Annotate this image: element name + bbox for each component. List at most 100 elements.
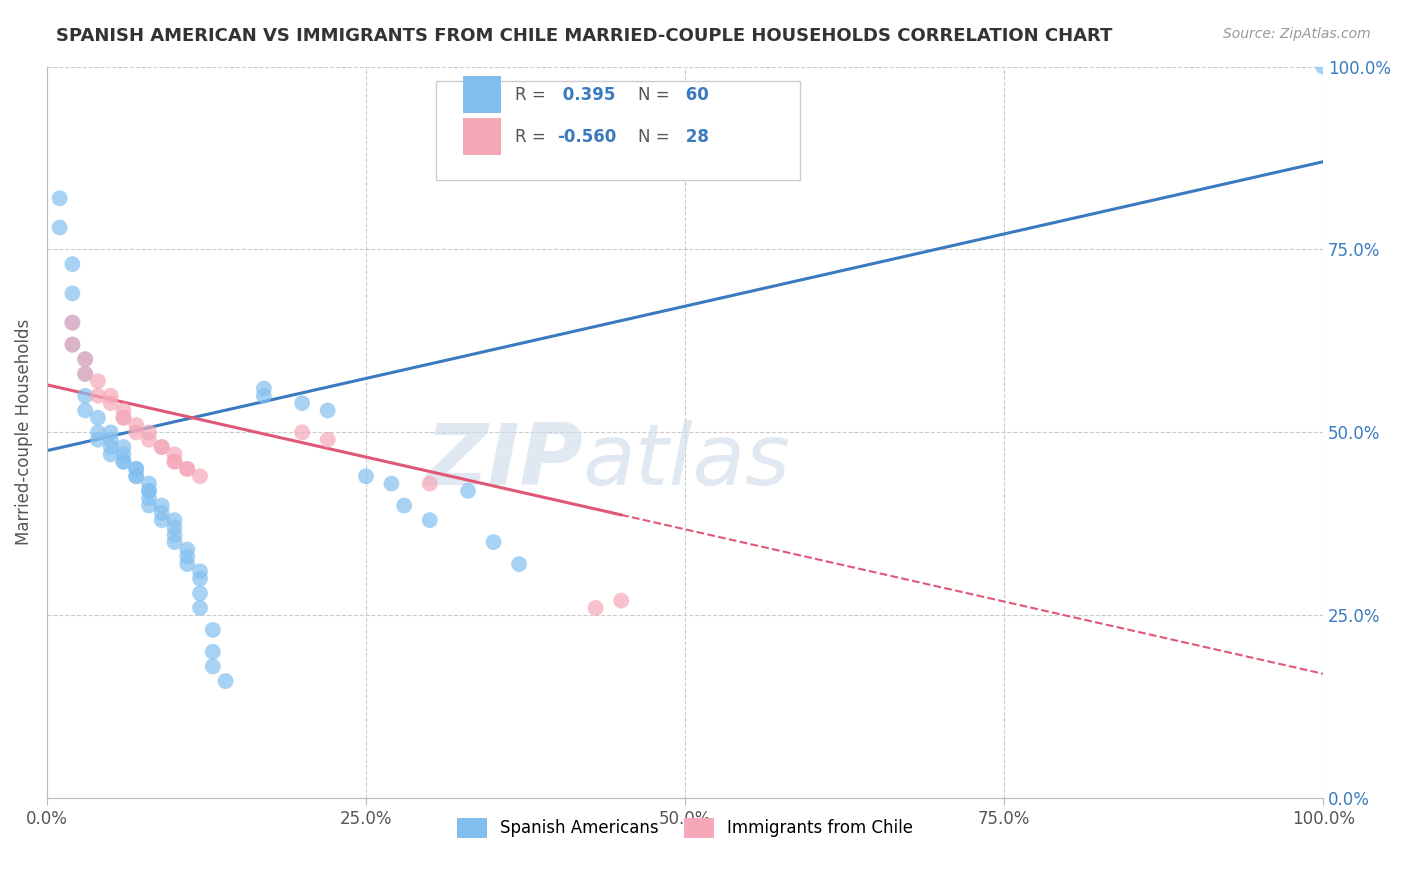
Text: N =: N = bbox=[638, 128, 669, 145]
Point bbox=[150, 506, 173, 520]
Point bbox=[100, 389, 122, 403]
Text: Source: ZipAtlas.com: Source: ZipAtlas.com bbox=[1223, 27, 1371, 41]
Point bbox=[457, 483, 479, 498]
Point bbox=[585, 601, 607, 615]
Point bbox=[482, 535, 505, 549]
Point bbox=[125, 462, 148, 476]
Point bbox=[188, 469, 211, 483]
Point bbox=[112, 447, 135, 461]
Point bbox=[380, 476, 402, 491]
Point bbox=[125, 469, 148, 483]
Point bbox=[163, 455, 186, 469]
Point bbox=[201, 623, 224, 637]
Point bbox=[138, 425, 160, 440]
Point bbox=[62, 316, 84, 330]
Point bbox=[188, 565, 211, 579]
Text: SPANISH AMERICAN VS IMMIGRANTS FROM CHILE MARRIED-COUPLE HOUSEHOLDS CORRELATION : SPANISH AMERICAN VS IMMIGRANTS FROM CHIL… bbox=[56, 27, 1112, 45]
Point bbox=[188, 601, 211, 615]
Point bbox=[201, 645, 224, 659]
Point bbox=[48, 220, 70, 235]
Point bbox=[75, 367, 97, 381]
Point bbox=[125, 418, 148, 433]
Point bbox=[112, 455, 135, 469]
Point bbox=[112, 455, 135, 469]
Point bbox=[419, 476, 441, 491]
Point bbox=[163, 528, 186, 542]
Point bbox=[100, 433, 122, 447]
Point bbox=[176, 557, 198, 571]
Point bbox=[112, 410, 135, 425]
Point bbox=[163, 535, 186, 549]
Point bbox=[201, 659, 224, 673]
Text: atlas: atlas bbox=[583, 420, 792, 503]
Point bbox=[62, 337, 84, 351]
Point bbox=[176, 462, 198, 476]
Point bbox=[112, 403, 135, 417]
Point bbox=[354, 469, 377, 483]
Point bbox=[125, 425, 148, 440]
Text: R =: R = bbox=[515, 128, 546, 145]
Point bbox=[75, 389, 97, 403]
Point bbox=[62, 257, 84, 271]
Point bbox=[138, 476, 160, 491]
Point bbox=[48, 191, 70, 205]
Y-axis label: Married-couple Households: Married-couple Households bbox=[15, 319, 32, 546]
Point bbox=[138, 483, 160, 498]
Point bbox=[75, 352, 97, 367]
Point bbox=[394, 499, 416, 513]
Point bbox=[610, 593, 633, 607]
Point bbox=[87, 389, 110, 403]
Text: -0.560: -0.560 bbox=[557, 128, 617, 145]
Point bbox=[138, 499, 160, 513]
Text: 0.395: 0.395 bbox=[557, 86, 616, 103]
Point bbox=[100, 396, 122, 410]
FancyBboxPatch shape bbox=[463, 76, 501, 112]
Point bbox=[1312, 60, 1334, 74]
Point bbox=[316, 433, 339, 447]
Point bbox=[100, 425, 122, 440]
Point bbox=[62, 286, 84, 301]
FancyBboxPatch shape bbox=[463, 119, 501, 155]
Point bbox=[100, 447, 122, 461]
Point bbox=[125, 462, 148, 476]
Point bbox=[62, 337, 84, 351]
Point bbox=[316, 403, 339, 417]
Text: ZIP: ZIP bbox=[425, 420, 583, 503]
Text: R =: R = bbox=[515, 86, 546, 103]
Point bbox=[75, 352, 97, 367]
Point bbox=[176, 549, 198, 564]
Point bbox=[188, 586, 211, 600]
Point bbox=[291, 425, 314, 440]
Text: 60: 60 bbox=[681, 86, 709, 103]
Point bbox=[163, 520, 186, 534]
Point bbox=[150, 440, 173, 454]
Point bbox=[87, 374, 110, 388]
Point bbox=[176, 542, 198, 557]
Point bbox=[214, 674, 236, 689]
Point bbox=[163, 447, 186, 461]
Legend: Spanish Americans, Immigrants from Chile: Spanish Americans, Immigrants from Chile bbox=[450, 811, 920, 845]
FancyBboxPatch shape bbox=[436, 81, 800, 180]
Point bbox=[62, 316, 84, 330]
Text: N =: N = bbox=[638, 86, 669, 103]
Point bbox=[253, 389, 276, 403]
Point bbox=[138, 433, 160, 447]
Point bbox=[176, 462, 198, 476]
Point bbox=[125, 469, 148, 483]
Point bbox=[419, 513, 441, 527]
Text: 28: 28 bbox=[681, 128, 709, 145]
Point bbox=[138, 491, 160, 506]
Point bbox=[150, 499, 173, 513]
Point bbox=[150, 440, 173, 454]
Point bbox=[87, 410, 110, 425]
Point bbox=[112, 440, 135, 454]
Point bbox=[87, 433, 110, 447]
Point bbox=[188, 572, 211, 586]
Point bbox=[75, 403, 97, 417]
Point bbox=[253, 382, 276, 396]
Point bbox=[100, 440, 122, 454]
Point bbox=[87, 425, 110, 440]
Point bbox=[508, 557, 530, 571]
Point bbox=[75, 367, 97, 381]
Point bbox=[163, 455, 186, 469]
